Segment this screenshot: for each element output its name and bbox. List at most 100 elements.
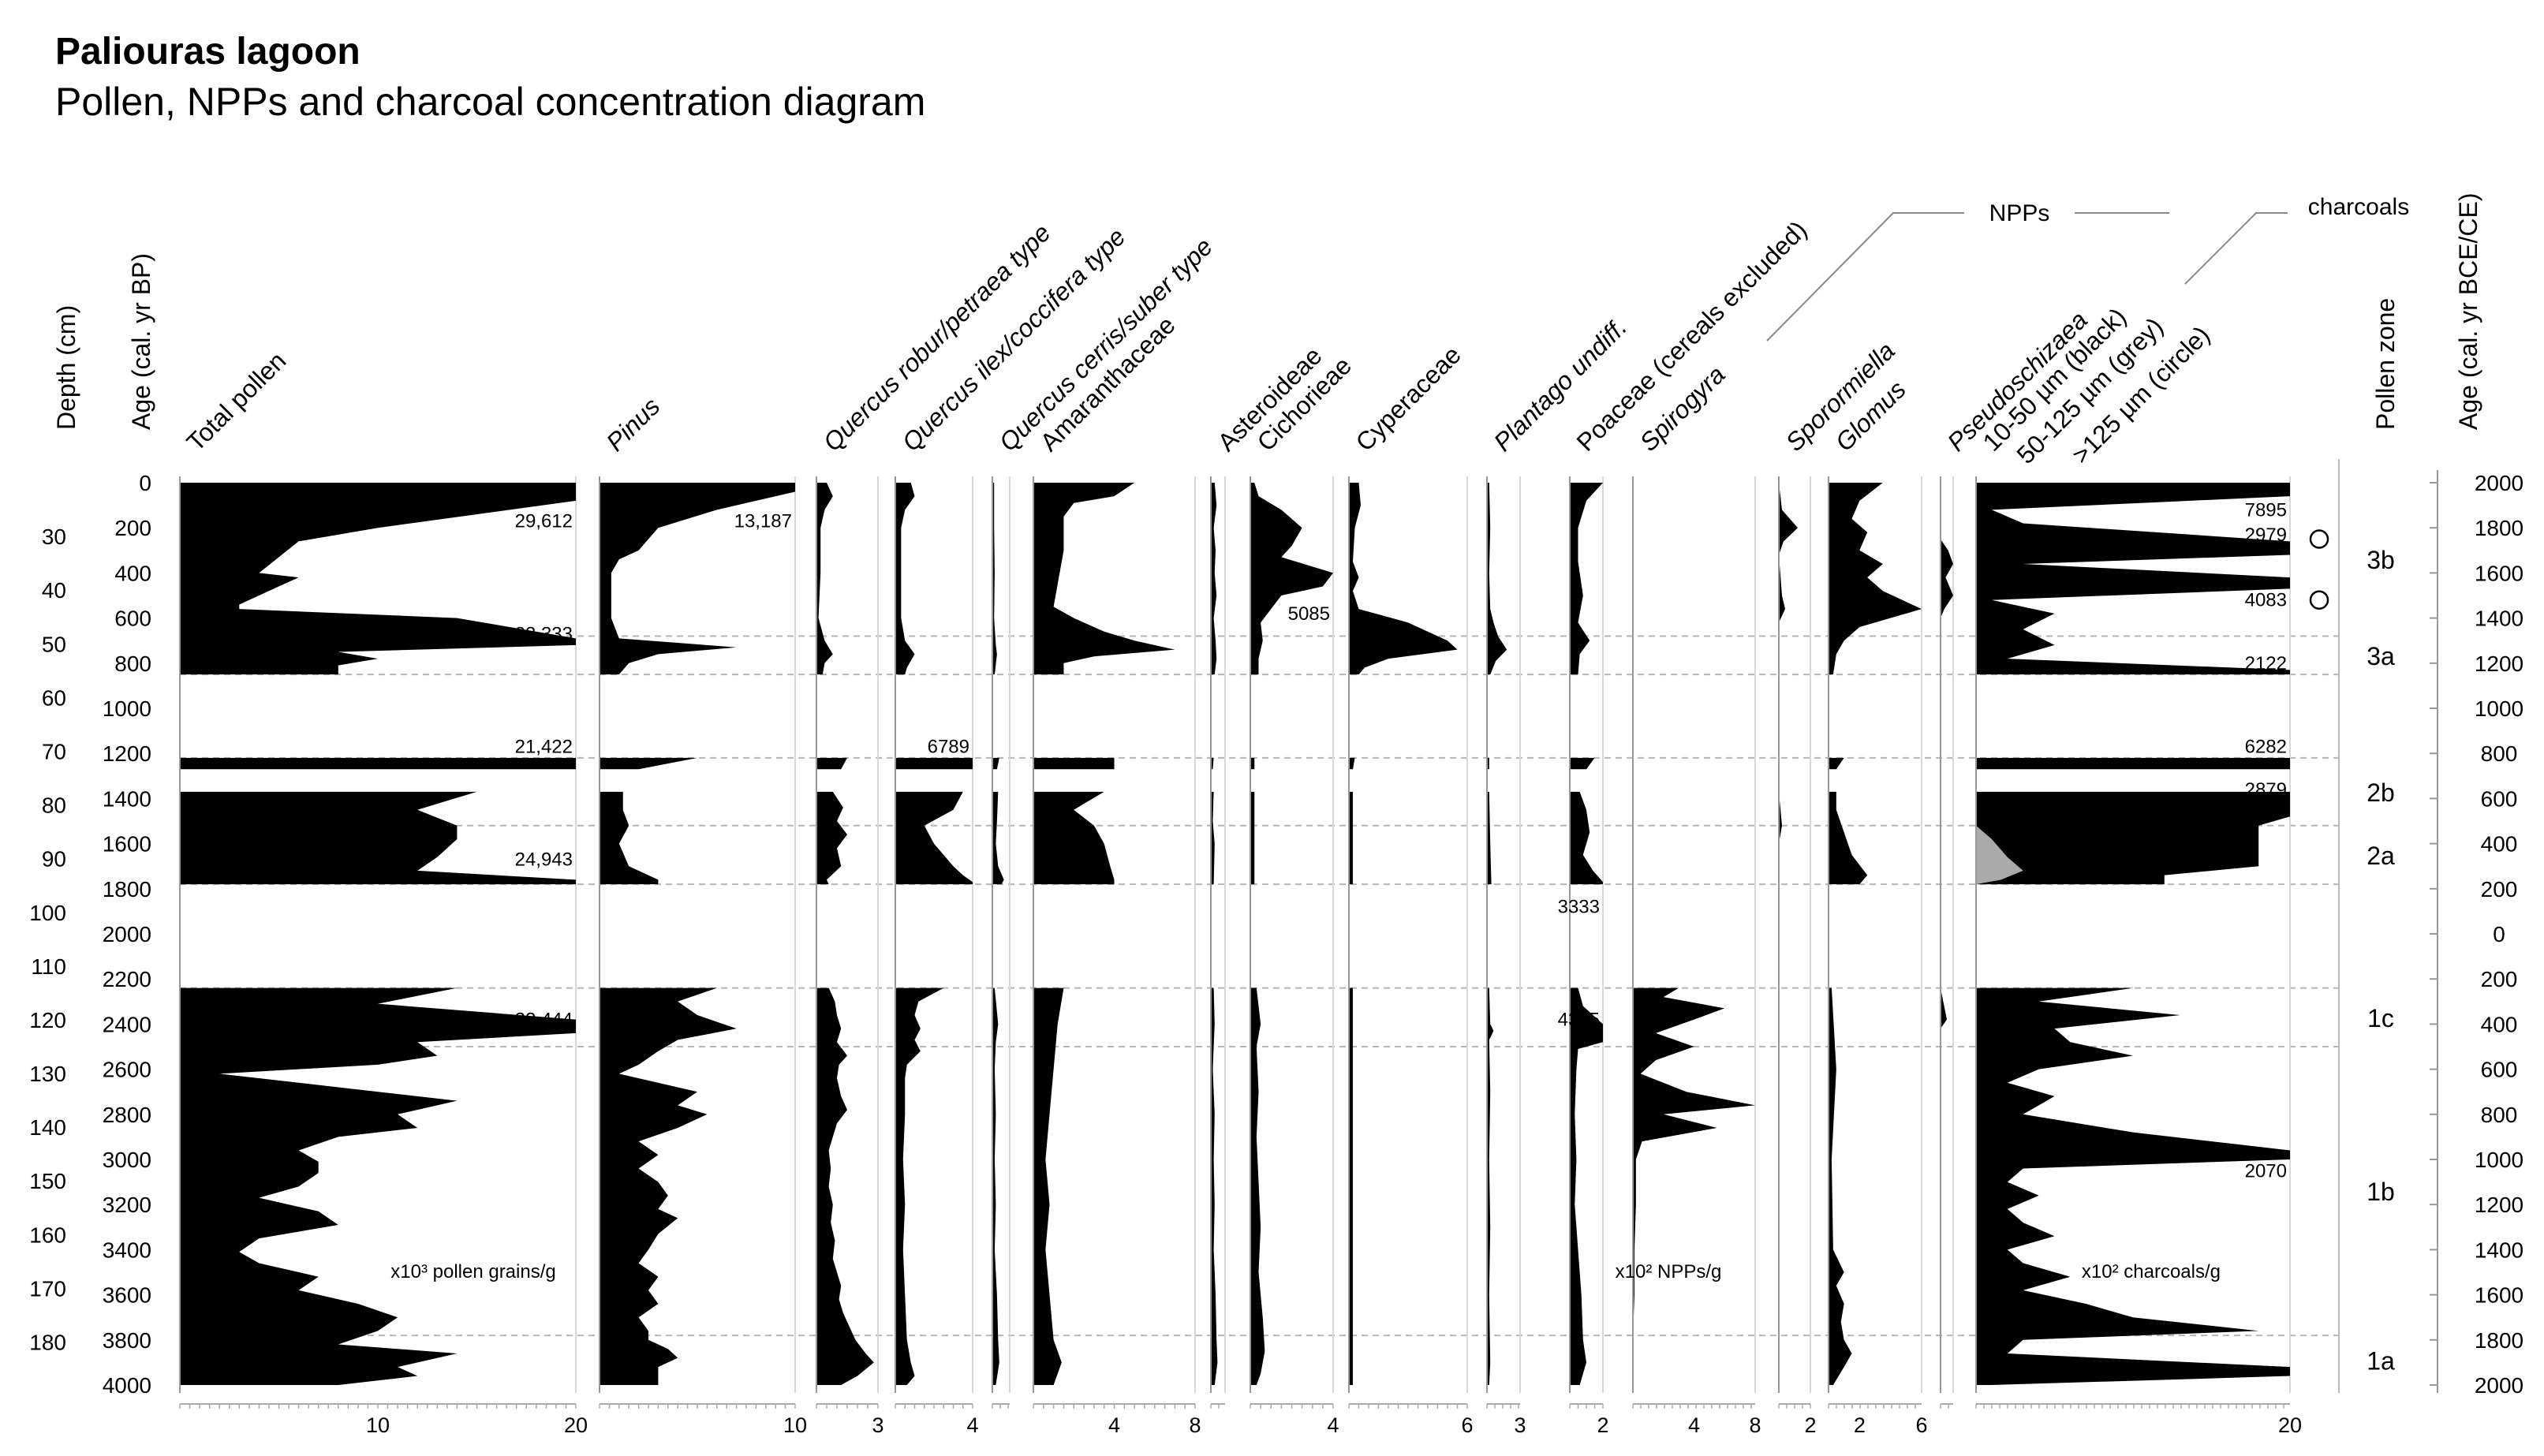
series-area-10 (1570, 757, 1595, 770)
age-tick-label: 2800 (103, 1103, 151, 1127)
depth-tick-label: 40 (42, 578, 66, 603)
series-area-4 (992, 757, 999, 770)
age-tick-label: 1600 (103, 832, 151, 857)
series-area-8 (1349, 791, 1353, 885)
npps-bracket (1766, 212, 1964, 342)
age-tick-label: 0 (139, 471, 151, 495)
age-tick-label: 1400 (103, 786, 151, 811)
depth-tick-label: 90 (42, 847, 66, 872)
bce-tick-label: 600 (2481, 786, 2518, 811)
series-area-4 (992, 987, 999, 1385)
panel-tick-label: 20 (564, 1413, 588, 1437)
series-label: Pinus (600, 392, 665, 457)
series-area-0 (180, 757, 576, 770)
series-area-7 (1250, 987, 1265, 1385)
series-area-4 (992, 791, 1004, 885)
value-annotation: 24,943 (515, 849, 573, 871)
bce-tick-label: 1200 (2475, 651, 2523, 676)
series-area-1 (600, 791, 659, 885)
series-area-13 (1829, 791, 1868, 885)
depth-tick-label: 160 (29, 1223, 66, 1247)
bce-tick-label: 1400 (2475, 1238, 2523, 1262)
series-area-6 (1211, 987, 1218, 1385)
series-area-1 (600, 483, 795, 675)
axes (179, 212, 2438, 1409)
series-label: Total pollen (181, 346, 291, 457)
bce-tick-label: 200 (2481, 877, 2518, 902)
depth-tick-label: 150 (29, 1169, 66, 1193)
value-annotation: 4083 (2245, 590, 2287, 611)
depth-tick-label: 170 (29, 1276, 66, 1301)
value-annotation: 13,187 (734, 511, 792, 532)
series-area-12 (1779, 483, 1798, 675)
bce-tick-label: 1800 (2475, 1328, 2523, 1353)
zone-axis-label: Pollen zone (2371, 298, 2400, 430)
unit-label: x10² NPPs/g (1616, 1261, 1722, 1282)
value-annotation: 7895 (2245, 499, 2287, 521)
age-tick-label: 200 (114, 516, 151, 540)
bce-tick-label: 1000 (2475, 1148, 2523, 1172)
series-area-0 (180, 791, 576, 885)
panel-tick-label: 4 (1108, 1413, 1120, 1437)
series-area-5 (1033, 791, 1115, 885)
panel-tick-label: 6 (1915, 1413, 1927, 1437)
series-area-7 (1250, 757, 1255, 770)
age-tick-label: 800 (114, 651, 151, 676)
age-tick-label: 3000 (103, 1148, 151, 1172)
series-area-2 (816, 483, 833, 675)
panel-tick-label: 10 (783, 1413, 807, 1437)
bce-axis-label: Age (cal. yr BCE/CE) (2454, 192, 2482, 430)
series-area-4 (992, 483, 997, 675)
value-annotation: 22,444 (515, 1010, 573, 1031)
value-annotation: 29,612 (515, 511, 573, 532)
bce-tick-label: 1600 (2475, 1283, 2523, 1308)
value-annotation: 6789 (928, 737, 969, 758)
age-tick-label: 4000 (103, 1373, 151, 1398)
depth-tick-label: 80 (42, 793, 66, 818)
value-annotation: 4345 (1558, 1010, 1600, 1031)
zone-label: 3b (2367, 546, 2395, 574)
series-area-14 (1941, 987, 1947, 1385)
series-area-8 (1349, 757, 1355, 770)
chart-title: Paliouras lagoon (55, 31, 360, 73)
unit-label: x10³ pollen grains/g (390, 1261, 555, 1282)
panel-tick-label: 4 (1688, 1413, 1700, 1437)
charcoal-circle-marker (2309, 529, 2329, 549)
age-tick-label: 400 (114, 561, 151, 585)
charcoals-bracket (2184, 212, 2288, 285)
series-area-8 (1349, 987, 1353, 1385)
depth-axis-label: Depth (cm) (52, 305, 80, 430)
series-area-3 (895, 483, 915, 675)
panel-tick-label: 4 (966, 1413, 978, 1437)
age-axis-label: Age (cal. yr BP) (127, 253, 155, 430)
grey-charcoal-area (1976, 825, 2023, 885)
bce-tick-label: 1800 (2475, 516, 2523, 540)
bce-tick-label: 1000 (2475, 696, 2523, 721)
chart-subtitle: Pollen, NPPs and charcoal concentration … (55, 80, 926, 124)
series-area-7 (1250, 791, 1255, 885)
series-area-3 (895, 791, 973, 885)
value-annotation: 33,333 (515, 624, 573, 645)
age-tick-label: 2400 (103, 1012, 151, 1036)
value-annotation: 2070 (2245, 1160, 2287, 1182)
bce-tick-label: 800 (2481, 741, 2518, 766)
bce-tick-label: 800 (2481, 1103, 2518, 1127)
zone-label: 3a (2367, 642, 2395, 670)
series-area-6 (1211, 483, 1217, 675)
value-annotation: 5085 (1288, 603, 1330, 625)
series-area-15 (1976, 791, 2290, 885)
value-annotation: 3333 (1558, 897, 1600, 918)
series-area-15 (1976, 987, 2290, 1385)
bce-tick-label: 400 (2481, 1012, 2518, 1036)
zone-label: 1b (2367, 1178, 2395, 1206)
zone-label: 1c (2367, 1004, 2394, 1032)
series-area-6 (1211, 791, 1215, 885)
depth-tick-label: 130 (29, 1062, 66, 1086)
series-area-14 (1941, 483, 1953, 675)
age-tick-label: 3200 (103, 1193, 151, 1217)
depth-tick-label: 30 (42, 525, 66, 549)
age-tick-label: 1000 (103, 696, 151, 721)
series-area-13 (1829, 757, 1844, 770)
age-tick-label: 3600 (103, 1283, 151, 1308)
